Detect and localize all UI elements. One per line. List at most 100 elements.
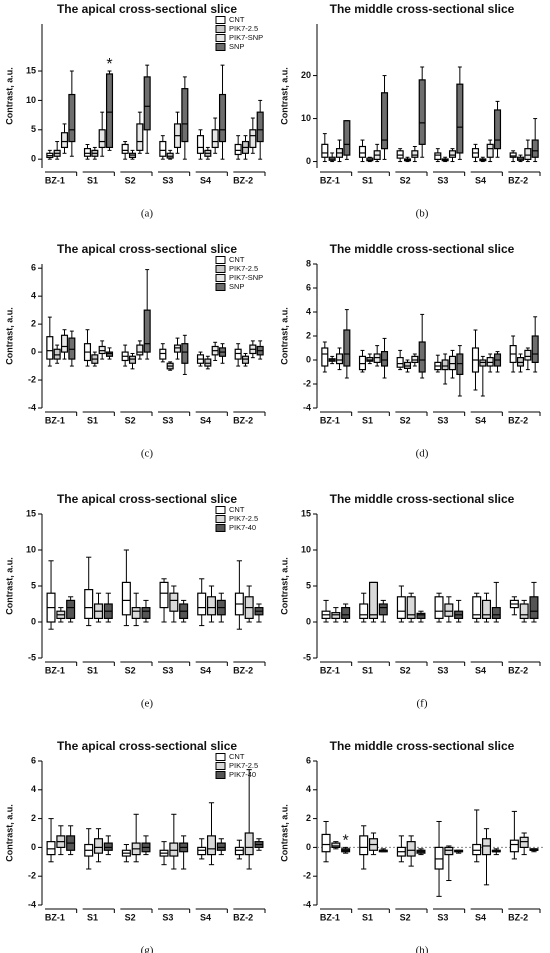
box bbox=[416, 612, 426, 619]
box bbox=[396, 357, 404, 368]
significance-mark: * bbox=[106, 56, 112, 73]
box bbox=[46, 336, 54, 360]
y-tick-label: 6 bbox=[31, 263, 36, 273]
legend-swatch bbox=[215, 753, 226, 761]
x-tick-label: S4 bbox=[475, 175, 486, 185]
x-tick-label: BZ-1 bbox=[45, 175, 65, 185]
box bbox=[143, 76, 151, 131]
legend-label: PIK7-40 bbox=[229, 770, 256, 779]
x-tick-label: S2 bbox=[400, 665, 411, 675]
box bbox=[234, 348, 242, 360]
legend-label: PIK7-2.5 bbox=[229, 761, 258, 770]
x-tick-label: BZ-2 bbox=[508, 665, 528, 675]
x-tick-label: S3 bbox=[437, 665, 448, 675]
y-tick-label: 6 bbox=[306, 282, 311, 292]
x-tick-label: S4 bbox=[475, 665, 486, 675]
x-tick-label: S3 bbox=[437, 912, 448, 922]
legend-label: CNT bbox=[229, 15, 245, 24]
legend-swatch bbox=[215, 265, 226, 273]
panel-label: (g) bbox=[141, 945, 154, 953]
y-tick-label: -4 bbox=[303, 899, 311, 909]
box bbox=[181, 88, 189, 143]
x-tick-label: S1 bbox=[87, 415, 98, 425]
box bbox=[358, 145, 367, 158]
x-tick-label: BZ-2 bbox=[233, 175, 253, 185]
panel: The middle cross-sectional slice Contrast… bbox=[279, 739, 543, 953]
box bbox=[241, 355, 250, 364]
y-tick-label: 4 bbox=[306, 306, 311, 316]
y-tick-label: 10 bbox=[301, 544, 311, 554]
box bbox=[418, 79, 426, 145]
x-tick-label: S4 bbox=[200, 665, 211, 675]
legend-swatch bbox=[215, 506, 226, 514]
panel-label: (e) bbox=[141, 698, 154, 710]
box bbox=[83, 148, 92, 157]
x-tick-label: S4 bbox=[475, 912, 486, 922]
y-tick-label: 0 bbox=[31, 346, 36, 356]
box bbox=[159, 348, 167, 360]
panel-label: (d) bbox=[416, 448, 429, 460]
x-tick-label: S3 bbox=[162, 415, 173, 425]
legend-swatch bbox=[215, 34, 226, 42]
x-tick-label: S2 bbox=[400, 912, 411, 922]
box bbox=[66, 599, 76, 620]
y-tick-label: 0 bbox=[31, 616, 36, 626]
legend-label: PIK7-2.5 bbox=[229, 24, 258, 33]
box bbox=[456, 83, 464, 154]
panel-title: The middle cross-sectional slice bbox=[330, 492, 515, 506]
x-tick-label: S1 bbox=[362, 175, 373, 185]
box bbox=[321, 143, 329, 158]
y-tick-label: -4 bbox=[28, 402, 36, 412]
x-tick-label: BZ-2 bbox=[508, 912, 528, 922]
box bbox=[206, 596, 217, 616]
box bbox=[121, 143, 129, 154]
box bbox=[359, 835, 369, 856]
x-tick-label: BZ-2 bbox=[233, 415, 253, 425]
box bbox=[531, 139, 539, 158]
box bbox=[472, 843, 482, 856]
y-tick-label: 8 bbox=[306, 258, 311, 268]
box bbox=[396, 596, 406, 619]
box bbox=[434, 846, 444, 870]
box bbox=[531, 335, 539, 363]
x-tick-label: BZ-2 bbox=[508, 415, 528, 425]
y-tick-label: 6 bbox=[31, 755, 36, 765]
legend-label: CNT bbox=[229, 505, 245, 514]
legend-swatch bbox=[215, 256, 226, 264]
panel-title: The middle cross-sectional slice bbox=[330, 739, 515, 753]
y-tick-label: -5 bbox=[303, 652, 311, 662]
panel-title: The apical cross-sectional slice bbox=[57, 2, 237, 16]
box bbox=[143, 309, 151, 353]
panel-title: The apical cross-sectional slice bbox=[57, 739, 237, 753]
x-tick-label: BZ-1 bbox=[45, 665, 65, 675]
legend-label: SNP bbox=[229, 282, 244, 291]
y-axis-label: Contrast, a.u. bbox=[279, 557, 289, 615]
box bbox=[481, 838, 492, 856]
x-tick-label: S3 bbox=[162, 175, 173, 185]
y-tick-label: 5 bbox=[31, 124, 36, 134]
box bbox=[321, 833, 331, 853]
panel-title: The apical cross-sectional slice bbox=[57, 242, 237, 256]
box bbox=[197, 846, 207, 856]
y-axis-label: Contrast, a.u. bbox=[279, 804, 289, 862]
y-tick-label: 0 bbox=[306, 842, 311, 852]
y-tick-label: 5 bbox=[31, 580, 36, 590]
y-tick-label: 0 bbox=[306, 616, 311, 626]
box bbox=[206, 835, 217, 856]
panel: The middle cross-sectional slice Contrast… bbox=[279, 492, 541, 710]
box bbox=[321, 347, 329, 367]
panel: The middle cross-sectional slice Contrast… bbox=[279, 2, 541, 220]
box bbox=[493, 109, 502, 150]
box bbox=[234, 846, 244, 856]
box bbox=[448, 150, 457, 158]
y-tick-label: -2 bbox=[28, 374, 36, 384]
x-tick-label: S2 bbox=[125, 912, 136, 922]
legend-swatch bbox=[215, 762, 226, 770]
panel-title: The middle cross-sectional slice bbox=[330, 2, 515, 16]
y-tick-label: -2 bbox=[28, 871, 36, 881]
y-tick-label: 20 bbox=[301, 70, 311, 80]
panel-label: (h) bbox=[416, 945, 429, 953]
box bbox=[491, 606, 501, 619]
y-tick-label: 10 bbox=[26, 544, 36, 554]
box bbox=[380, 92, 389, 150]
